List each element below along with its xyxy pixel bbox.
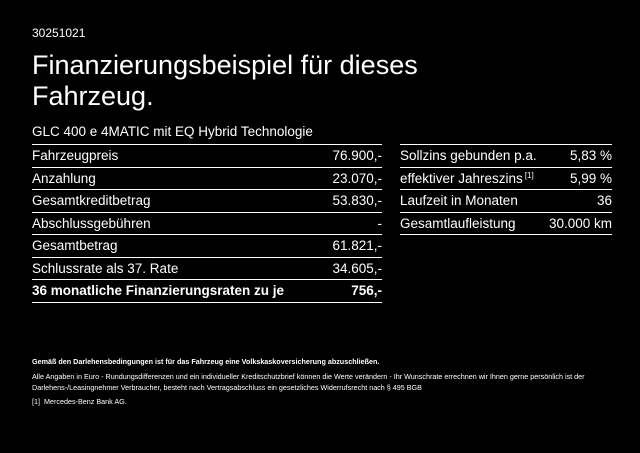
row-value: 76.900,- — [332, 148, 382, 164]
table-row: 36 monatliche Finanzierungsraten zu je 75… — [32, 280, 382, 303]
note-bold: Gemäß den Darlehensbedingungen ist für d… — [32, 357, 380, 366]
row-label: Schlussrate als 37. Rate — [32, 260, 179, 276]
row-value: 23.070,- — [332, 170, 382, 186]
row-label-wrap: effektiver Jahreszins [1] — [400, 171, 534, 186]
row-label-wrap: Laufzeit in Monaten — [400, 193, 518, 208]
footnote-text: Mercedes-Benz Bank AG. — [44, 397, 127, 406]
row-label-wrap: Sollzins gebunden p.a. — [400, 148, 537, 163]
row-label: effektiver Jahreszins — [400, 170, 523, 186]
table-row: Gesamtlaufleistung 30.000 km — [400, 213, 612, 235]
row-value: - — [377, 215, 383, 231]
table-row: Schlussrate als 37. Rate 34.605,- — [32, 258, 382, 280]
row-label: Gesamtbetrag — [32, 238, 118, 254]
row-label: Gesamtlaufleistung — [400, 215, 516, 231]
footnote-marker: [1] — [32, 397, 40, 406]
row-value: 5,99 % — [569, 170, 612, 186]
row-value: 30.000 km — [548, 215, 612, 231]
row-value: 53.830,- — [332, 193, 382, 209]
notes: Gemäß den Darlehensbedingungen ist für d… — [32, 356, 602, 407]
row-label: Abschlussgebühren — [32, 215, 151, 231]
table-row: Fahrzeugpreis 76.900,- — [32, 145, 382, 168]
row-label: Gesamtkreditbetrag — [32, 193, 151, 209]
footnote-ref: [1] — [524, 170, 534, 180]
row-label: Sollzins gebunden p.a. — [400, 148, 537, 164]
title: Finanzierungsbeispiel für dieses Fahrzeu… — [32, 50, 418, 111]
table-row: Gesamtbetrag 61.821,- — [32, 235, 382, 258]
footnote: [1] Mercedes-Benz Bank AG. — [32, 396, 602, 407]
row-value: 756,- — [351, 283, 382, 299]
row-value: 34.605,- — [332, 260, 382, 276]
table-row: Sollzins gebunden p.a. 5,83 % — [400, 145, 612, 168]
table-row: Anzahlung 23.070,- — [32, 168, 382, 190]
document-code: 30251021 — [32, 26, 86, 40]
table-row: Gesamtkreditbetrag 53.830,- — [32, 190, 382, 213]
table-row: Abschlussgebühren - — [32, 213, 383, 235]
row-label: Anzahlung — [32, 170, 96, 186]
table-row: effektiver Jahreszins [1] 5,99 % — [400, 168, 612, 190]
note-text: Alle Angaben in Euro - Rundungsdifferenz… — [32, 372, 585, 392]
row-value: 36 — [596, 193, 612, 209]
row-value: 61.821,- — [332, 238, 382, 254]
model-name: GLC 400 e 4MATIC mit EQ Hybrid Technolog… — [32, 124, 313, 139]
table-row: Laufzeit in Monaten 36 — [400, 190, 612, 213]
row-label-wrap: Gesamtlaufleistung — [400, 216, 516, 231]
left-table: Fahrzeugpreis 76.900,- Anzahlung 23.070,- Ge… — [32, 144, 382, 303]
row-label: 36 monatliche Finanzierungsraten zu je — [32, 283, 285, 299]
row-value: 5,83 % — [569, 148, 612, 164]
row-label: Laufzeit in Monaten — [400, 193, 518, 209]
row-label: Fahrzeugpreis — [32, 148, 119, 164]
right-table: Sollzins gebunden p.a. 5,83 % effektiver J… — [400, 144, 612, 235]
